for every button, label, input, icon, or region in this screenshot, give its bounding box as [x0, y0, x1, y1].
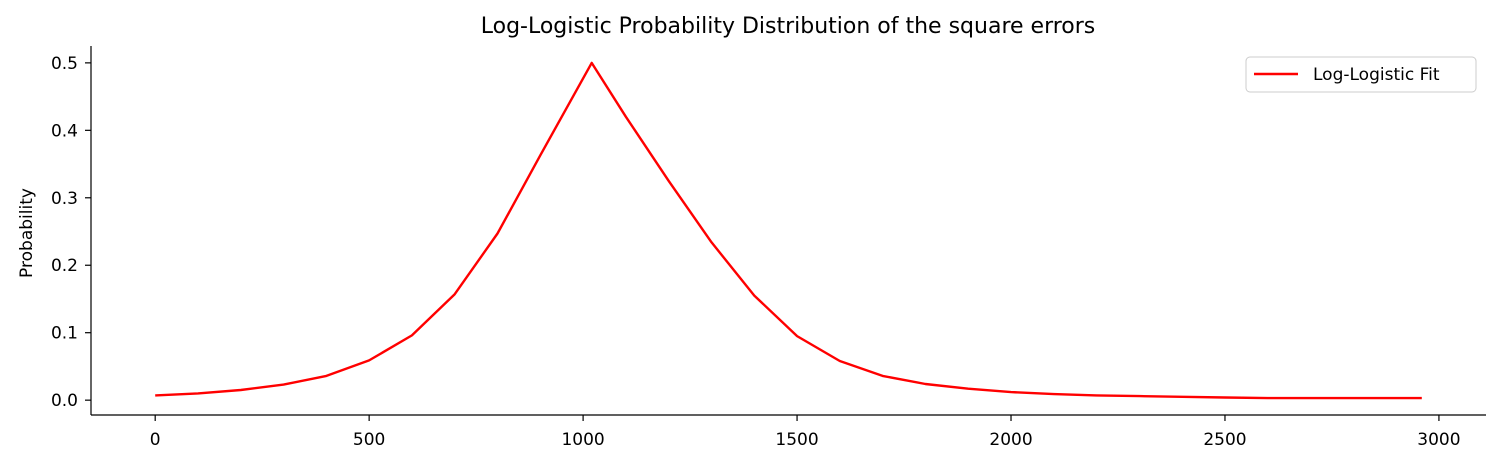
y-tick-label: 0.1 [51, 324, 78, 344]
series-layer [155, 61, 1422, 400]
y-ticks: 0.0 0.1 0.2 0.3 0.4 0.5 [51, 54, 91, 411]
y-axis-label: Probability [17, 188, 37, 278]
legend-label: Log-Logistic Fit [1313, 65, 1440, 85]
series-line [155, 61, 1422, 400]
y-tick-label: 0.5 [51, 54, 78, 74]
x-ticks: 0 500 1000 1500 2000 2500 3000 [150, 415, 1461, 450]
legend-box [1245, 56, 1477, 93]
x-tick-label: 0 [150, 430, 161, 450]
y-tick-label: 0.0 [51, 391, 78, 411]
y-tick-label: 0.2 [51, 256, 78, 276]
x-tick-label: 1000 [561, 430, 604, 450]
y-tick-label: 0.4 [51, 121, 78, 141]
x-tick-label: 3000 [1417, 430, 1460, 450]
x-tick-label: 2500 [1203, 430, 1246, 450]
chart-title: Log-Logistic Probability Distribution of… [481, 14, 1096, 39]
x-tick-label: 1500 [775, 430, 818, 450]
x-tick-label: 500 [353, 430, 385, 450]
x-tick-label: 2000 [989, 430, 1032, 450]
y-tick-label: 0.3 [51, 189, 78, 209]
legend: Log-Logistic Fit [1245, 56, 1477, 93]
